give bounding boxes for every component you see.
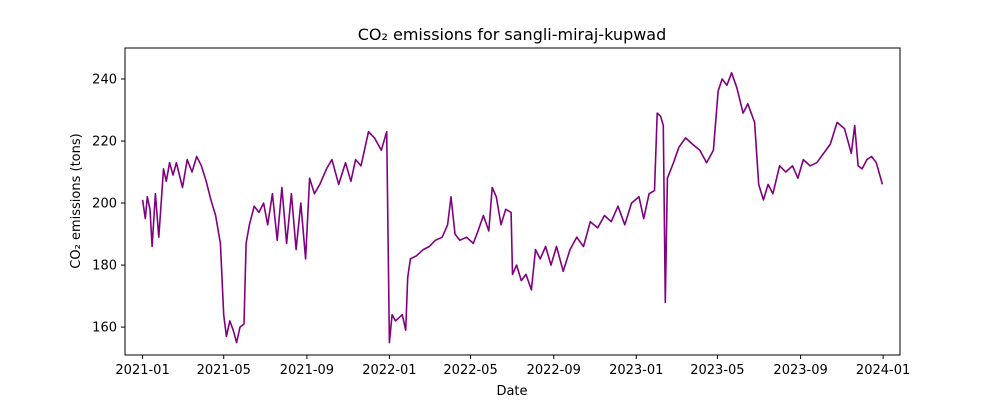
plot-area xyxy=(141,72,884,344)
y-axis: 160 180 200 220 240 xyxy=(92,73,125,336)
x-tick-label: 2023-09 xyxy=(773,363,827,378)
x-tick-label: 2022-05 xyxy=(443,363,497,378)
x-tick-label: 2021-09 xyxy=(280,363,334,378)
x-tick-label: 2021-05 xyxy=(197,363,251,378)
x-tick-label: 2023-01 xyxy=(609,363,663,378)
x-axis: 2021-01 2021-05 2021-09 2022-01 2022-05 2022-… xyxy=(115,355,910,378)
y-tick-label: 200 xyxy=(92,197,117,212)
y-tick-label: 220 xyxy=(92,135,117,150)
y-tick-label: 180 xyxy=(92,259,117,274)
y-tick-label: 240 xyxy=(92,73,117,88)
x-tick-label: 2021-01 xyxy=(115,363,169,378)
chart-title: CO₂ emissions for sangli-miraj-kupwad xyxy=(358,25,667,44)
series-line-0 xyxy=(141,72,884,344)
y-tick-label: 160 xyxy=(92,321,117,336)
x-tick-label: 2023-05 xyxy=(690,363,744,378)
x-axis-label: Date xyxy=(496,384,527,399)
plot-frame xyxy=(124,47,901,356)
x-tick-label: 2022-09 xyxy=(527,363,581,378)
y-axis-label: CO₂ emissions (tons) xyxy=(69,133,84,268)
x-tick-label: 2022-01 xyxy=(362,363,416,378)
x-tick-label: 2024-01 xyxy=(856,363,910,378)
